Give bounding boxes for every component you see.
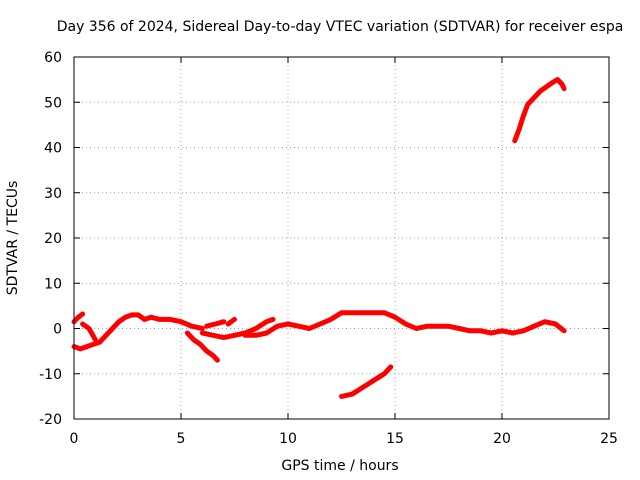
tick-labels: 0 5 10 15 20 25 -20 -10 0 10 20 30 40 50 60 (39, 50, 618, 447)
series-line-segment-5 (199, 316, 276, 341)
x-tick-label: 15 (386, 431, 404, 447)
series-line-segment-8 (242, 310, 567, 338)
grid (74, 57, 609, 419)
chart-title: Day 356 of 2024, Sidereal Day-to-day VTE… (57, 19, 624, 35)
y-tick-label: 10 (44, 276, 62, 292)
x-axis-label: GPS time / hours (281, 458, 398, 474)
y-tick-label: 20 (44, 231, 62, 247)
series-line-segment-9 (339, 364, 394, 399)
y-tick-label: -20 (39, 412, 62, 428)
series-line-segment-2 (71, 312, 205, 352)
y-axis-label: SDTVAR / TECUs (5, 181, 21, 296)
x-tick-label: 25 (600, 431, 618, 447)
y-tick-label: 50 (44, 95, 62, 111)
x-tick-label: 10 (279, 431, 297, 447)
x-tick-label: 5 (177, 431, 186, 447)
y-tick-label: -10 (39, 367, 62, 383)
series-line-segment-7 (225, 316, 237, 327)
x-tick-label: 0 (70, 431, 79, 447)
plot-area (71, 77, 567, 399)
x-tick-label: 20 (493, 431, 511, 447)
y-tick-label: 60 (44, 50, 62, 66)
y-tick-label: 0 (53, 322, 62, 338)
series-line-segment-4 (184, 330, 220, 363)
axis-ticks (73, 56, 610, 420)
series-line-segment-3 (80, 321, 98, 343)
y-tick-label: 30 (44, 186, 62, 202)
y-tick-label: 40 (44, 141, 62, 157)
series-line-segment-10 (512, 77, 567, 144)
series-line-segment-6 (204, 319, 227, 329)
series-line-segment-1 (71, 311, 86, 325)
